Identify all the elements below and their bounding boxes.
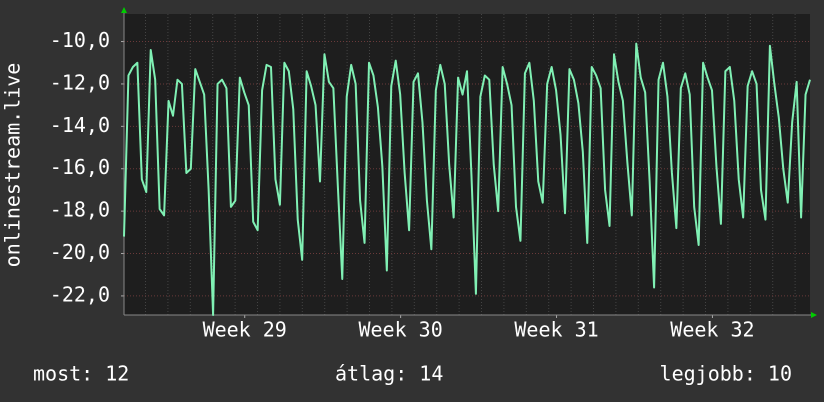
y-tick-label: -10,0	[50, 28, 110, 52]
x-tick-label: Week 29	[203, 318, 287, 342]
x-tick-label: Week 31	[514, 318, 598, 342]
y-axis-label: onlinestream.live	[1, 63, 25, 268]
y-tick-label: -12,0	[50, 70, 110, 94]
y-tick-label: -18,0	[50, 198, 110, 222]
footer-best: legjobb: 10	[660, 362, 792, 386]
y-tick-label: -22,0	[50, 282, 110, 306]
x-axis-arrow	[811, 312, 817, 318]
footer-now: most: 12	[33, 362, 129, 386]
footer-average: átlag: 14	[335, 362, 443, 386]
marks	[123, 42, 811, 316]
x-tick-label: Week 32	[670, 318, 754, 342]
data-line	[123, 42, 811, 316]
y-tick-label: -16,0	[50, 155, 110, 179]
x-tick-label: Week 30	[358, 318, 442, 342]
y-tick-label: -20,0	[50, 240, 110, 264]
plot-area	[124, 14, 810, 315]
y-tick-label: -14,0	[50, 113, 110, 137]
y-axis-arrow	[121, 7, 127, 13]
